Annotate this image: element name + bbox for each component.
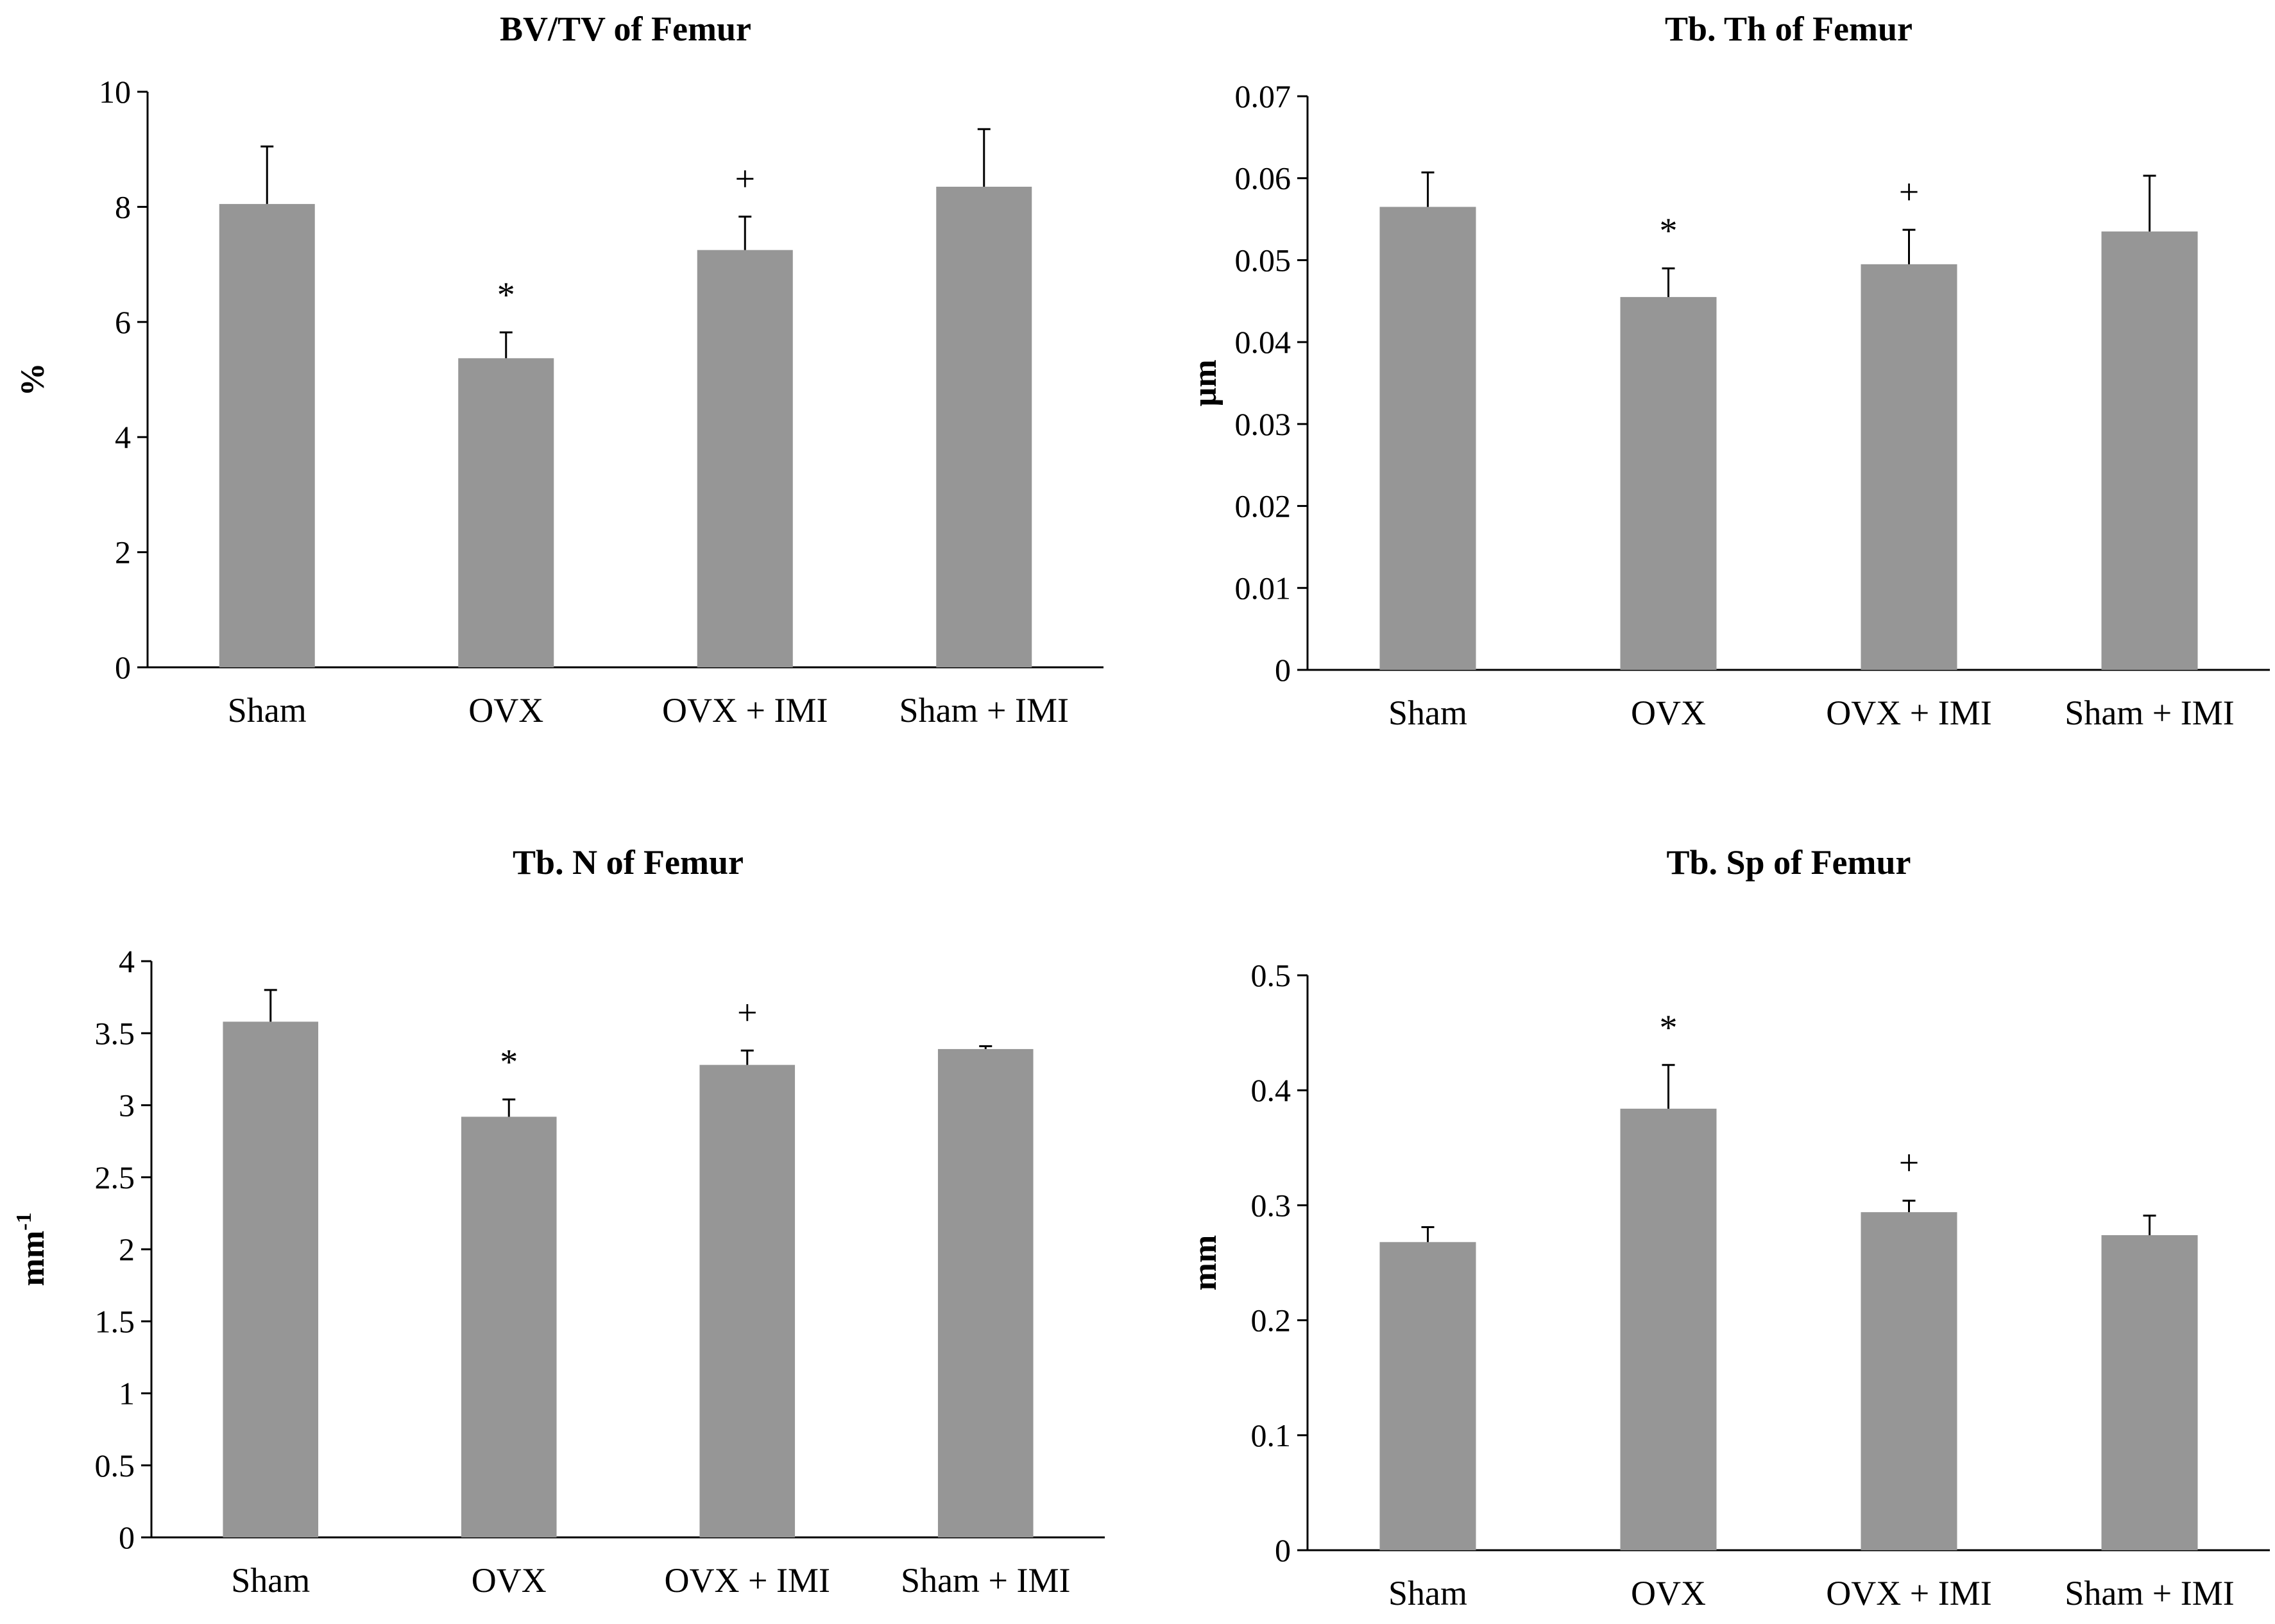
y-tick-label: 0.03	[1235, 406, 1291, 442]
significance-marker: +	[735, 160, 755, 200]
bar	[219, 203, 315, 667]
bar	[936, 187, 1032, 667]
y-tick-label: 0.01	[1235, 570, 1291, 606]
category-label: Sham + IMI	[899, 691, 1069, 730]
y-tick-label: 3	[119, 1088, 135, 1124]
y-tick-label: 0.06	[1235, 160, 1291, 196]
y-tick-label: 2	[119, 1231, 135, 1267]
y-tick-label: 2	[115, 534, 131, 570]
y-tick-label: 0.2	[1251, 1303, 1291, 1338]
bar	[937, 1048, 1034, 1537]
y-tick-label: 4	[115, 419, 131, 455]
y-tick-label: 2.5	[95, 1159, 135, 1195]
category-label: OVX	[1631, 1574, 1706, 1612]
y-tick-label: 3.5	[95, 1015, 135, 1051]
y-tick-label: 0.04	[1235, 324, 1291, 360]
bar	[1379, 207, 1476, 670]
significance-marker: +	[1899, 1143, 1920, 1183]
bar	[2101, 1235, 2198, 1550]
significance-marker: *	[500, 1043, 518, 1082]
category-label: Sham	[1388, 1574, 1467, 1612]
bar	[1861, 264, 1957, 670]
y-axis-label-text: mm	[1187, 1235, 1223, 1291]
y-tick-label: 0.1	[1251, 1417, 1291, 1453]
y-axis-label: mm-1	[12, 1213, 51, 1286]
category-label: OVX	[472, 1561, 547, 1600]
y-tick-label: 0	[1275, 652, 1291, 688]
y-tick-label: 10	[99, 74, 131, 110]
y-tick-label: 0.3	[1251, 1187, 1291, 1223]
bar	[1620, 1108, 1717, 1550]
y-tick-label: 0	[119, 1519, 135, 1555]
y-tick-label: 0.5	[1251, 957, 1291, 993]
y-tick-label: 1.5	[95, 1303, 135, 1339]
category-label: Sham	[231, 1561, 310, 1600]
category-label: Sham + IMI	[901, 1561, 1070, 1600]
y-axis-label-text: µm	[1187, 359, 1223, 406]
category-label: OVX + IMI	[662, 691, 828, 730]
significance-marker: +	[737, 993, 758, 1033]
chart-title: BV/TV of Femur	[500, 10, 751, 48]
chart-tbn: Tb. N of Femur 0 0.5 1 1.5 2 2.5 3 3.5 4 mm-1 Sham *…	[12, 843, 1105, 1600]
y-axis-label-text: mm	[15, 1231, 51, 1286]
category-label: OVX + IMI	[665, 1561, 830, 1600]
category-label: Sham + IMI	[2065, 1574, 2234, 1612]
bar	[699, 1064, 796, 1537]
chart-title: Tb. Sp of Femur	[1666, 843, 1911, 882]
category-label: Sham + IMI	[2065, 694, 2234, 732]
significance-marker: *	[1660, 1008, 1678, 1048]
y-tick-label: 0.4	[1251, 1072, 1291, 1108]
bar	[223, 1021, 319, 1537]
category-label: Sham	[1388, 694, 1467, 732]
bar	[458, 358, 554, 667]
category-label: OVX	[1631, 694, 1706, 732]
chart-title: Tb. N of Femur	[513, 843, 744, 882]
chart-tbth: Tb. Th of Femur 0 0.01 0.02 0.03 0.04 0.05 0.06…	[1187, 10, 2270, 732]
category-label: OVX + IMI	[1826, 694, 1991, 732]
y-tick-label: 0	[115, 649, 131, 685]
y-axis-label: %	[15, 363, 51, 397]
y-tick-label: 0.5	[95, 1448, 135, 1483]
chart-bvtv: BV/TV of Femur 0 2 4 6 8 10% Sham * OVX + OVX + IMI…	[15, 10, 1103, 730]
bar	[461, 1116, 557, 1537]
y-axis-label-superscript: -1	[12, 1213, 36, 1231]
chart-title: Tb. Th of Femur	[1665, 10, 1913, 48]
y-tick-label: 4	[119, 943, 135, 979]
bar	[2101, 231, 2198, 670]
bar	[1620, 296, 1717, 670]
category-label: Sham	[228, 691, 307, 730]
y-tick-label: 1	[119, 1376, 135, 1412]
y-tick-label: 6	[115, 304, 131, 340]
y-tick-label: 0	[1275, 1532, 1291, 1568]
y-tick-label: 0.05	[1235, 242, 1291, 278]
y-tick-label: 8	[115, 189, 131, 225]
significance-marker: +	[1899, 173, 1920, 212]
significance-marker: *	[1660, 211, 1678, 251]
y-axis-label: µm	[1187, 359, 1223, 406]
bar	[1861, 1212, 1957, 1550]
category-label: OVX	[468, 691, 543, 730]
y-axis-label: mm	[1187, 1235, 1223, 1291]
y-tick-label: 0.02	[1235, 488, 1291, 524]
chart-tbsp: Tb. Sp of Femur 0 0.1 0.2 0.3 0.4 0.5 mm Sham * OV…	[1187, 843, 2270, 1612]
bar	[697, 250, 793, 667]
y-tick-label: 0.07	[1235, 78, 1291, 114]
significance-marker: *	[497, 275, 515, 315]
y-axis-label-text: %	[15, 363, 51, 397]
bar	[1379, 1242, 1476, 1550]
category-label: OVX + IMI	[1826, 1574, 1991, 1612]
